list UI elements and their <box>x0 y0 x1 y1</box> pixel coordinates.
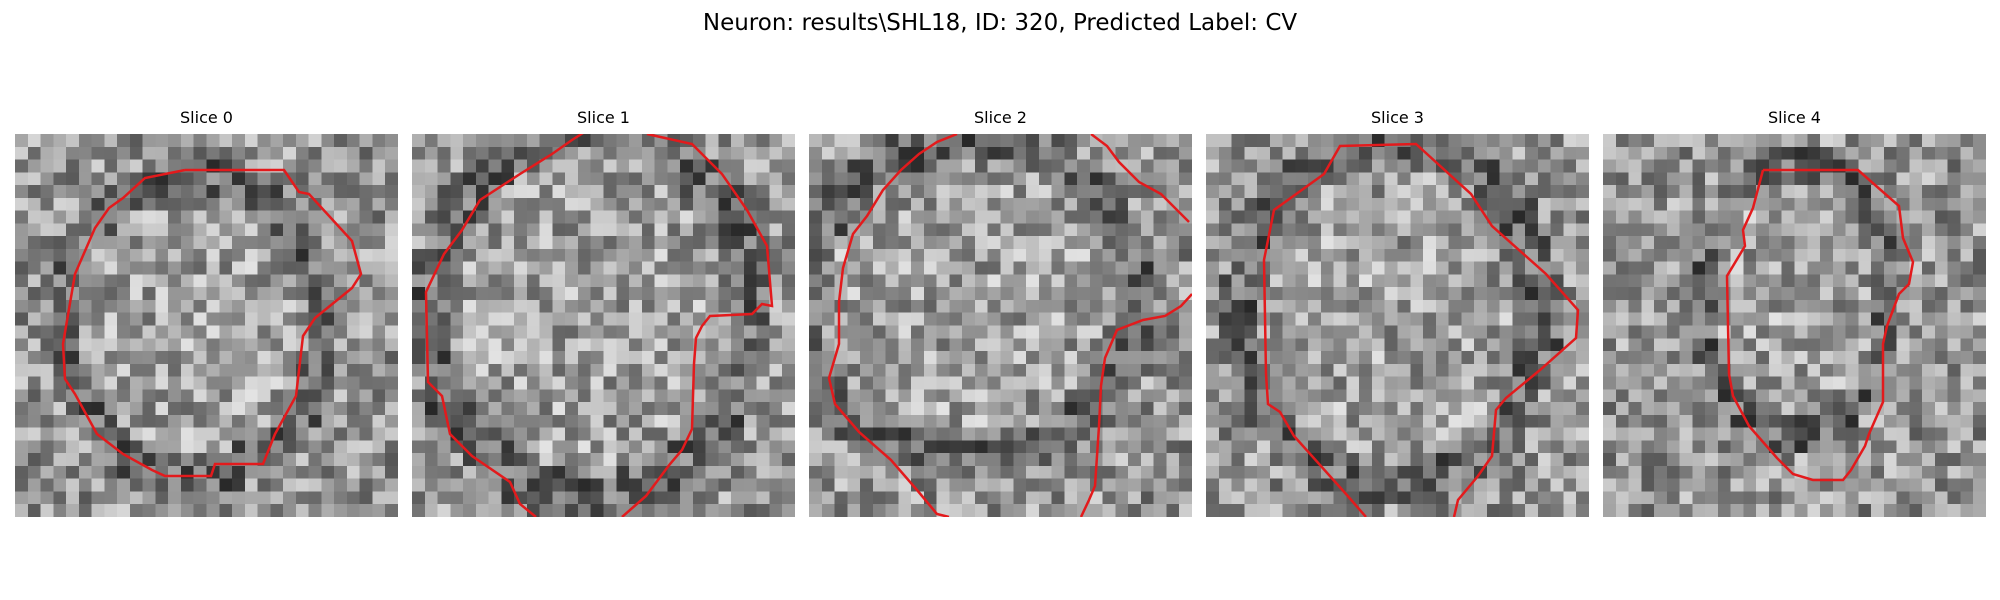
slice-title-2: Slice 2 <box>974 108 1027 127</box>
slice-title-3: Slice 3 <box>1371 108 1424 127</box>
slice-image-3 <box>1206 134 1589 517</box>
slice-image-4 <box>1603 134 1986 517</box>
figure-title: Neuron: results\SHL18, ID: 320, Predicte… <box>702 10 1298 36</box>
slice-title-0: Slice 0 <box>180 108 233 127</box>
slice-title-1: Slice 1 <box>577 108 630 127</box>
slice-image-2 <box>809 134 1192 517</box>
cell-contour-4 <box>1725 168 1915 482</box>
slice-panel-1: Slice 1 <box>412 108 795 517</box>
cell-contour-3 <box>1262 142 1580 517</box>
slice-panel-3: Slice 3 <box>1206 108 1589 517</box>
slice-panel-4: Slice 4 <box>1603 108 1986 517</box>
grayscale-slice-1 <box>412 134 795 517</box>
cell-contour-2 <box>827 134 1192 517</box>
slice-title-4: Slice 4 <box>1768 108 1821 127</box>
grayscale-slice-0 <box>15 134 398 517</box>
grayscale-slice-3 <box>1206 134 1589 517</box>
slice-image-0 <box>15 134 398 517</box>
cell-contour-0 <box>61 168 363 478</box>
grayscale-slice-4 <box>1603 134 1986 517</box>
slice-panel-0: Slice 0 <box>15 108 398 517</box>
slice-image-1 <box>412 134 795 517</box>
cell-contour-1 <box>424 134 774 517</box>
slice-panel-2: Slice 2 <box>809 108 1192 517</box>
